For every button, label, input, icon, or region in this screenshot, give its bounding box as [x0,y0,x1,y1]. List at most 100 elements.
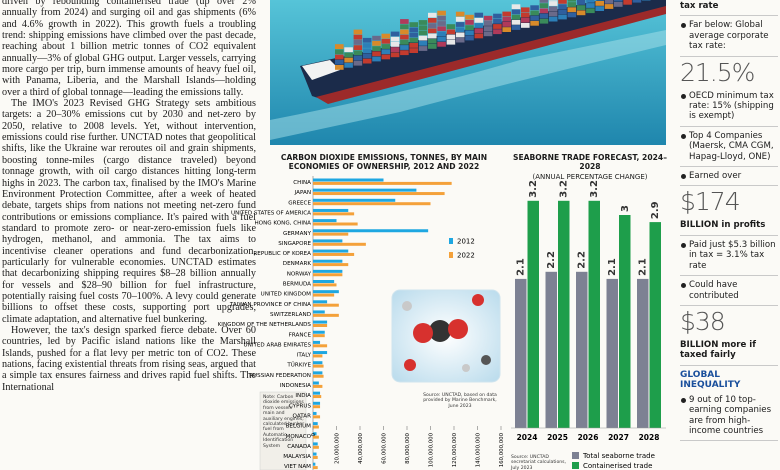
container [511,14,521,20]
category-label: UNITED ARAB EMIRATES [244,342,312,348]
container [548,1,558,6]
container [372,46,381,51]
container [409,48,418,53]
small-atom [404,359,416,371]
container [381,38,391,44]
bar [313,340,321,344]
bar [313,242,366,246]
container [595,6,604,11]
sidebar: tax rate Far below: Global average corpor… [680,0,778,442]
container [567,2,577,7]
hull-bottom [316,6,666,104]
note-box [259,391,307,470]
category-label: UNITED KINGDOM [261,292,312,298]
bar [515,278,527,428]
x-tick-label: 80,000,000 [405,432,411,463]
container [632,0,642,3]
container [455,22,465,27]
bar [606,278,618,428]
container [400,50,409,56]
container [418,46,428,51]
container [558,4,567,9]
container [400,34,409,40]
container [493,29,502,35]
container [474,33,484,39]
sidebar-text: 9 out of 10 top-earning companies are fr… [680,391,778,442]
category-label: SINGAPORE [278,241,311,247]
container [465,25,474,30]
container [428,33,437,39]
charts: CHINA JAPAN GREECE UNITED STATES OF AMERICA… [218,176,666,470]
sidebar-text-text: Far below: Global average corporate tax … [689,20,769,52]
sidebar-figure-text: 21.5% [680,57,755,87]
oxygen-atom [448,319,468,339]
bar [313,280,335,283]
container [455,32,465,38]
small-atom [481,355,491,365]
container [511,9,521,15]
container [437,21,446,26]
container [604,0,614,4]
container [502,22,511,27]
sidebar-figure: 21.5% [680,57,778,87]
container [493,18,502,24]
co2-chart-title: CARBON DIOXIDE EMISSIONS, TONNES, BY MAI… [280,153,488,171]
category-label: BERMUDA [283,282,311,288]
container [474,17,484,23]
bar [619,215,631,428]
legend-swatch [449,252,453,258]
container [390,42,400,47]
container [586,0,595,3]
x-tick-label: 2028 [639,433,660,442]
container [446,29,456,35]
ship-photo [270,0,666,145]
value-label: 3.2 [589,180,600,198]
bar [313,239,343,243]
trade-chart-source: Source: UNCTAD secretariat calculations,… [511,455,567,470]
value-label: 2.1 [516,258,527,276]
article: driven by rebounding containerised trade… [2,0,256,393]
container [390,52,400,58]
bar [313,249,349,253]
x-tick-label: 120,000,000 [452,432,458,467]
container [372,41,381,46]
category-label: SWITZERLAND [270,312,311,318]
molecule-illustration [391,289,501,383]
container [353,45,363,50]
container [567,0,577,2]
container [418,20,428,25]
container [335,65,344,70]
sidebar-text-text: OECD minimum tax rate: 15% (shipping is … [689,90,774,122]
container [548,0,558,1]
trade-chart-subtitle: (ANNUAL PERCENTAGE CHANGE) [532,173,648,181]
container [586,8,595,14]
container [353,60,363,66]
container [539,13,549,19]
container [511,19,521,25]
container [548,6,558,12]
bar [313,395,322,399]
value-label: 2.2 [577,251,588,269]
container [521,7,530,13]
bar [313,259,343,263]
co2-chart-source: Source: UNCTAD, based on data provided b… [423,393,497,409]
bar [313,455,318,459]
bar [313,212,355,216]
bar [313,222,358,226]
sidebar-figure: $38 [680,306,778,336]
container [483,15,493,21]
bar [313,330,325,334]
container [455,11,465,17]
category-label: REPUBLIC OF KOREA [253,251,311,257]
category-label: NORWAY [287,271,312,277]
value-label: 3.2 [559,180,570,198]
bar [588,200,600,428]
category-label: UNITED STATES OF AMERICA [231,210,311,216]
bar [313,229,429,233]
container [455,37,465,43]
container [465,30,474,36]
container [418,30,428,36]
legend-label: Total seaborne trade [582,452,655,460]
sidebar-text-text: Could have contributed [689,280,739,301]
